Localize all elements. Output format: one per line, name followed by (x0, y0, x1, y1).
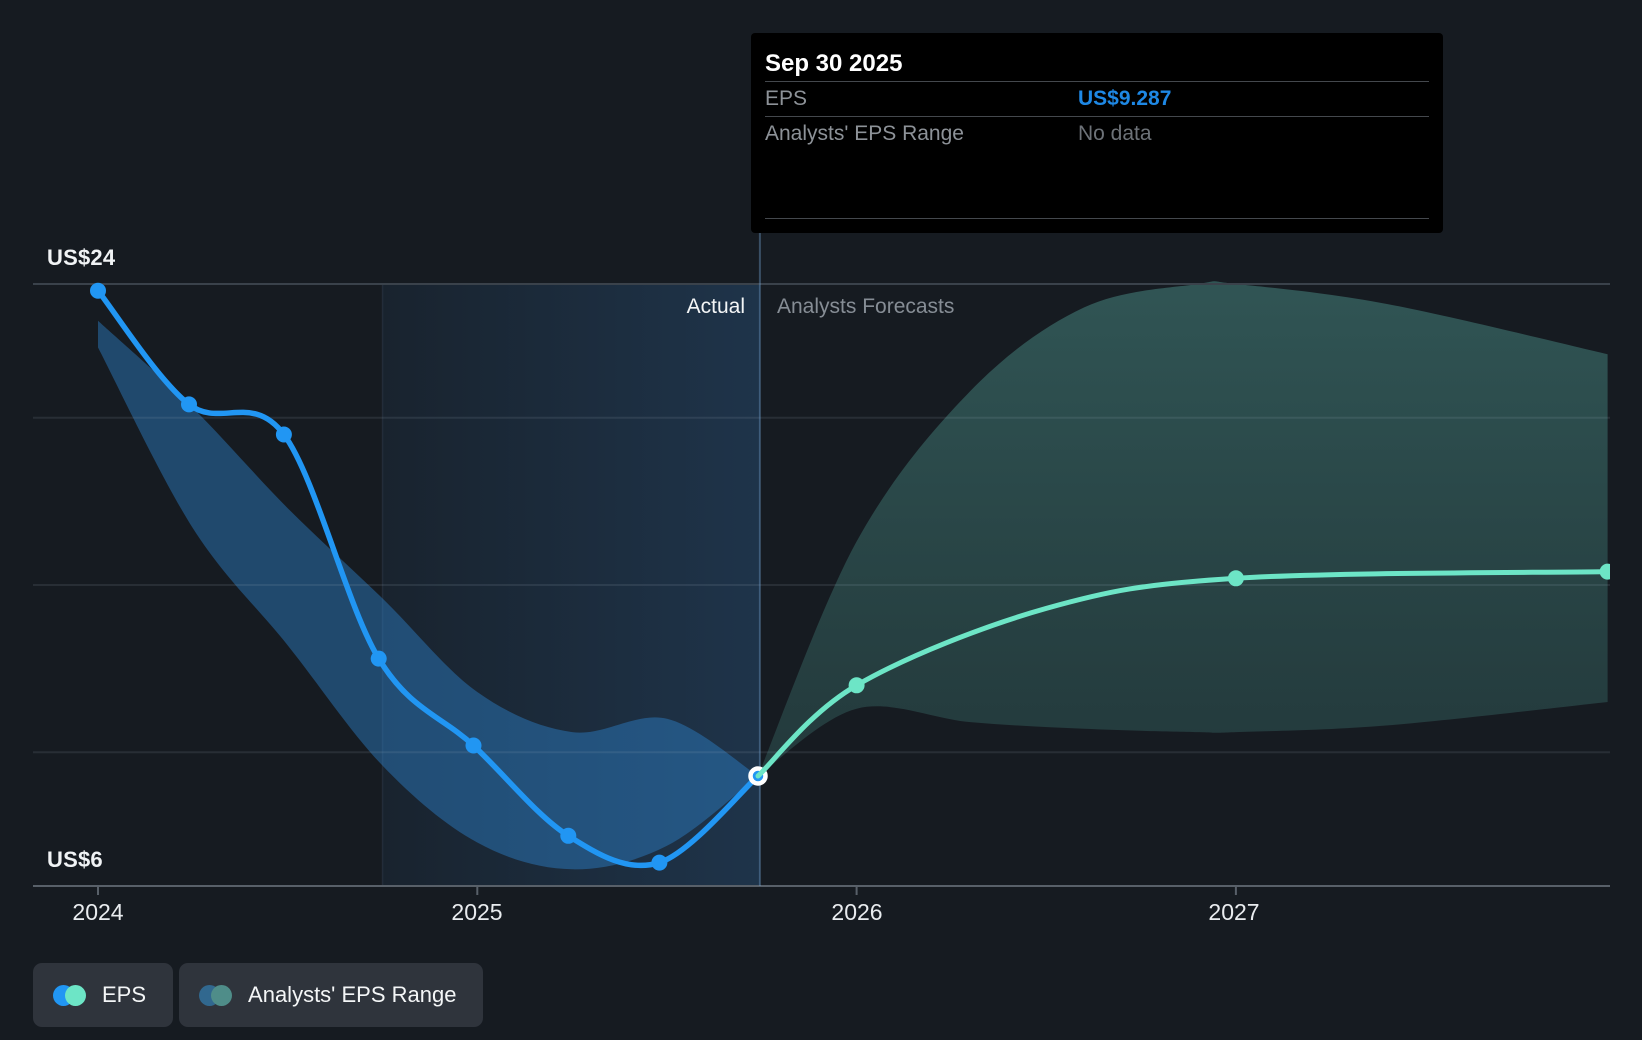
tooltip-eps-range-value: No data (1078, 122, 1152, 145)
analysts-forecasts-section-label: Analysts Forecasts (777, 295, 955, 318)
legend-eps-label: EPS (102, 982, 147, 1007)
chart-tooltip: Sep 30 2025 EPS US$9.287 Analysts' EPS R… (751, 33, 1443, 233)
legend-eps-button[interactable]: EPS (33, 963, 174, 1027)
eps-range-forecast-color-dot (211, 984, 233, 1006)
tooltip-row-eps: EPS US$9.287 (765, 81, 1429, 116)
tooltip-bottom-divider (765, 218, 1429, 219)
tooltip-eps-label: EPS (765, 87, 808, 110)
x-tick-2025: 2025 (451, 899, 503, 925)
legend-eps-range-label: Analysts' EPS Range (248, 982, 457, 1007)
actual-section-label: Actual (686, 295, 745, 318)
tooltip-date: Sep 30 2025 (765, 50, 903, 77)
eps-forecast-color-dot (65, 984, 86, 1006)
tooltip-eps-value: US$9.287 (1078, 87, 1172, 110)
y-axis-top-label: US$24 (47, 245, 116, 270)
x-tick-2027: 2027 (1208, 899, 1260, 925)
legend-eps-range-button[interactable]: Analysts' EPS Range (179, 963, 484, 1027)
chart-legend: EPS Analysts' EPS Range (33, 963, 484, 1027)
tooltip-row-eps-range: Analysts' EPS Range No data (765, 116, 1429, 151)
eps-range-series-color-dots (199, 984, 233, 1006)
y-axis-bottom-label: US$6 (47, 847, 103, 872)
x-tick-2024: 2024 (72, 899, 124, 925)
x-tick-2026: 2026 (831, 899, 883, 925)
tooltip-eps-range-label: Analysts' EPS Range (765, 122, 964, 145)
eps-series-color-dots (53, 984, 86, 1006)
